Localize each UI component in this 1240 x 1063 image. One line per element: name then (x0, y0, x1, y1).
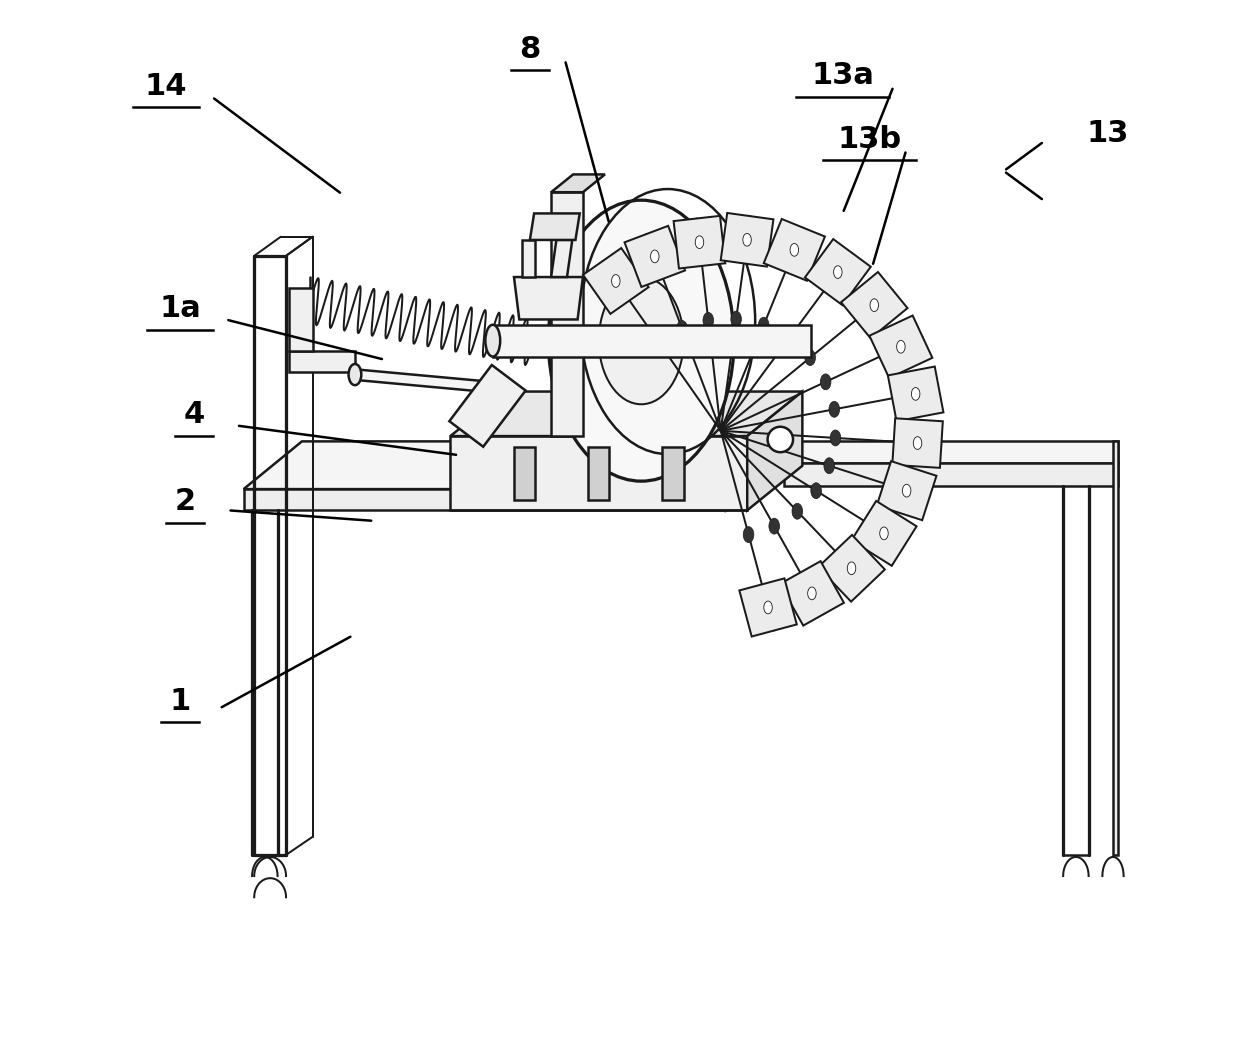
Polygon shape (355, 369, 482, 391)
Ellipse shape (611, 274, 620, 287)
Ellipse shape (730, 311, 742, 327)
Polygon shape (522, 240, 536, 277)
Ellipse shape (764, 601, 773, 613)
Ellipse shape (870, 299, 878, 311)
Polygon shape (513, 277, 583, 320)
Circle shape (768, 426, 794, 452)
Polygon shape (785, 441, 1118, 462)
Ellipse shape (743, 526, 754, 542)
Ellipse shape (677, 321, 687, 337)
Polygon shape (289, 351, 355, 372)
Ellipse shape (821, 374, 831, 390)
Ellipse shape (903, 485, 911, 497)
Polygon shape (877, 461, 936, 520)
Ellipse shape (653, 335, 665, 351)
Ellipse shape (879, 527, 888, 540)
Ellipse shape (911, 388, 920, 401)
Polygon shape (450, 436, 748, 510)
Ellipse shape (759, 317, 769, 333)
Ellipse shape (830, 431, 841, 445)
Polygon shape (748, 391, 802, 510)
Polygon shape (529, 214, 580, 240)
Ellipse shape (743, 234, 751, 247)
Polygon shape (818, 535, 885, 602)
Polygon shape (841, 272, 908, 338)
Polygon shape (450, 391, 802, 436)
Ellipse shape (548, 200, 734, 482)
Polygon shape (449, 365, 526, 446)
Polygon shape (588, 446, 609, 500)
Ellipse shape (897, 340, 905, 353)
Polygon shape (551, 240, 573, 277)
Text: 1a: 1a (159, 294, 201, 323)
Text: 2: 2 (175, 487, 196, 517)
Text: 13: 13 (1086, 119, 1128, 149)
Text: 13a: 13a (811, 61, 874, 90)
Polygon shape (785, 462, 1118, 486)
Ellipse shape (792, 503, 802, 519)
Polygon shape (551, 192, 583, 436)
Polygon shape (727, 441, 785, 510)
Ellipse shape (769, 518, 780, 534)
Ellipse shape (805, 350, 816, 366)
Text: 14: 14 (145, 71, 187, 101)
Polygon shape (625, 225, 684, 287)
Polygon shape (720, 213, 774, 267)
Ellipse shape (485, 325, 500, 356)
Ellipse shape (703, 313, 713, 328)
Ellipse shape (651, 250, 658, 263)
Polygon shape (662, 446, 683, 500)
Ellipse shape (784, 331, 795, 347)
Ellipse shape (811, 483, 821, 499)
Ellipse shape (599, 277, 683, 404)
Ellipse shape (823, 458, 835, 474)
Ellipse shape (790, 243, 799, 256)
Polygon shape (583, 248, 649, 314)
Polygon shape (513, 446, 536, 500)
Polygon shape (764, 219, 825, 281)
Polygon shape (805, 239, 870, 305)
Polygon shape (888, 367, 944, 421)
Polygon shape (1114, 441, 1118, 855)
Ellipse shape (348, 364, 361, 385)
Ellipse shape (807, 587, 816, 600)
Polygon shape (289, 288, 312, 351)
Polygon shape (893, 419, 942, 468)
Ellipse shape (830, 402, 839, 418)
Ellipse shape (696, 236, 704, 249)
Polygon shape (673, 216, 725, 269)
Text: 4: 4 (184, 401, 205, 429)
Text: 8: 8 (520, 35, 541, 64)
Polygon shape (551, 174, 605, 192)
Polygon shape (869, 316, 932, 378)
Polygon shape (739, 578, 797, 637)
Ellipse shape (847, 562, 856, 575)
Polygon shape (243, 489, 727, 510)
Polygon shape (492, 325, 811, 356)
Text: 13b: 13b (837, 124, 901, 154)
Ellipse shape (833, 266, 842, 279)
Polygon shape (243, 441, 785, 489)
Polygon shape (852, 501, 916, 566)
Ellipse shape (914, 437, 921, 450)
Text: 1: 1 (170, 687, 191, 715)
Polygon shape (780, 561, 844, 626)
